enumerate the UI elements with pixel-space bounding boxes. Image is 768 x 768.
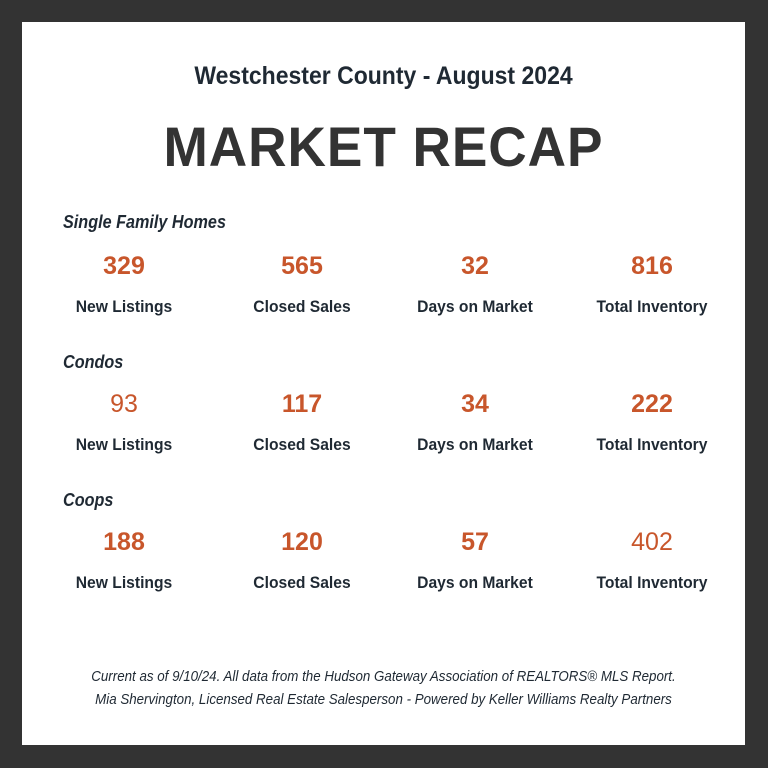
stat-value: 816 [631,252,673,280]
stat-days-on-market: 34 Days on Market [385,389,565,455]
page-subtitle: Westchester County - August 2024 [194,62,573,90]
stat-total-inventory: 402 Total Inventory [562,527,742,593]
stat-value: 93 [110,390,138,418]
market-recap-card: Westchester County - August 2024 MARKET … [22,22,745,745]
section-label-single-family: Single Family Homes [63,212,226,232]
stat-label: Total Inventory [596,573,708,592]
stat-closed-sales: 120 Closed Sales [212,527,392,593]
footer-line-agent: Mia Shervington, Licensed Real Estate Sa… [95,692,672,708]
stat-label: Closed Sales [253,435,351,454]
section-label-condos: Condos [63,352,124,372]
stat-label: Closed Sales [253,573,351,592]
stat-closed-sales: 117 Closed Sales [212,389,392,455]
stat-label: Days on Market [417,573,533,592]
stat-label: Days on Market [417,297,533,316]
stat-value: 117 [281,390,323,418]
stat-value: 222 [631,390,673,418]
stat-value: 34 [461,390,489,418]
stat-value: 188 [103,528,145,556]
stat-label: New Listings [75,573,173,592]
stat-total-inventory: 816 Total Inventory [562,251,742,317]
stat-value: 32 [461,252,489,280]
stat-label: New Listings [75,435,173,454]
stat-new-listings: 93 New Listings [34,389,214,455]
stat-value: 120 [281,528,323,556]
stat-value: 329 [103,252,145,280]
stat-label: Closed Sales [253,297,351,316]
stat-days-on-market: 32 Days on Market [385,251,565,317]
stat-closed-sales: 565 Closed Sales [212,251,392,317]
section-label-coops: Coops [63,490,114,510]
stat-label: Total Inventory [596,297,708,316]
stat-label: Total Inventory [596,435,708,454]
footer-disclaimer: Current as of 9/10/24. All data from the… [51,666,716,712]
stat-label: Days on Market [417,435,533,454]
stat-value: 57 [461,528,489,556]
footer-line-source: Current as of 9/10/24. All data from the… [91,669,676,685]
stat-new-listings: 188 New Listings [34,527,214,593]
stat-new-listings: 329 New Listings [34,251,214,317]
stat-total-inventory: 222 Total Inventory [562,389,742,455]
stat-label: New Listings [75,297,173,316]
stat-value: 565 [281,252,323,280]
page-title: MARKET RECAP [163,115,604,178]
stat-days-on-market: 57 Days on Market [385,527,565,593]
stat-value: 402 [631,528,673,556]
